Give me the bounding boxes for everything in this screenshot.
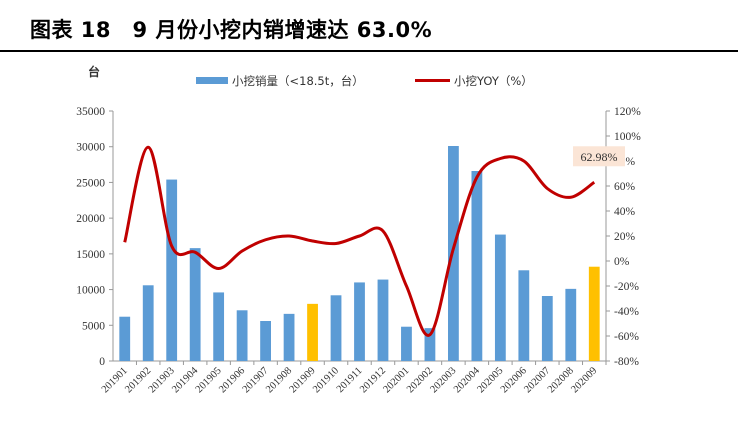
right-tick-label: 100%: [614, 131, 641, 143]
bar: [189, 248, 201, 361]
figure-title: 图表 18 9 月份小挖内销增速达 63.0%: [30, 18, 433, 42]
right-tick-label: -20%: [614, 281, 639, 293]
title-rule: [0, 50, 738, 52]
callout-label: 62.98%: [581, 150, 618, 164]
bar: [354, 282, 365, 361]
right-tick-label: 20%: [614, 231, 636, 243]
bar: [401, 326, 412, 361]
bar: [541, 296, 553, 361]
bar: [471, 171, 483, 361]
left-tick-label: 15000: [76, 249, 105, 261]
x-tick-label: 201910: [311, 365, 341, 395]
left-tick-label: 20000: [76, 213, 105, 225]
right-tick-label: 120%: [614, 106, 641, 118]
right-tick-label: 0%: [614, 256, 630, 268]
callout: 62.98%: [573, 146, 625, 167]
left-tick-label: 0: [99, 356, 105, 368]
right-tick-label: 40%: [614, 206, 636, 218]
bar-series: [119, 146, 600, 361]
bar: [166, 179, 178, 361]
bar: [494, 234, 506, 361]
legend: 小挖销量（<18.5t，台） 小挖YOY（%）: [196, 74, 533, 88]
left-axis-unit: 台: [88, 64, 100, 79]
legend-label-line: 小挖YOY（%）: [454, 74, 533, 88]
x-tick-label: 202009: [569, 365, 599, 395]
bar: [424, 328, 436, 361]
bar: [588, 266, 600, 361]
right-tick-label: -80%: [614, 356, 639, 368]
legend-label-bar: 小挖销量（<18.5t，台）: [232, 74, 364, 88]
right-tick-label: -40%: [614, 306, 639, 318]
bar: [307, 303, 318, 361]
left-tick-label: 5000: [82, 320, 105, 332]
right-tick-label: 60%: [614, 181, 636, 193]
left-tick-label: 35000: [76, 106, 105, 118]
left-tick-label: 30000: [76, 142, 105, 154]
bar: [236, 310, 248, 361]
bar: [283, 313, 295, 361]
bar: [377, 279, 389, 361]
bar: [119, 316, 131, 361]
bar: [518, 270, 530, 361]
left-tick-label: 10000: [76, 285, 105, 297]
callout-box: [573, 146, 625, 167]
bar: [213, 292, 225, 361]
line-series: [123, 145, 596, 337]
bar: [330, 295, 342, 361]
legend-swatch-bar: [196, 77, 228, 84]
bar: [142, 285, 154, 361]
left-tick-label: 25000: [76, 177, 105, 189]
yoy-line: [123, 145, 596, 337]
bar: [565, 288, 577, 361]
bar: [260, 321, 271, 361]
right-tick-label: -60%: [614, 331, 639, 343]
